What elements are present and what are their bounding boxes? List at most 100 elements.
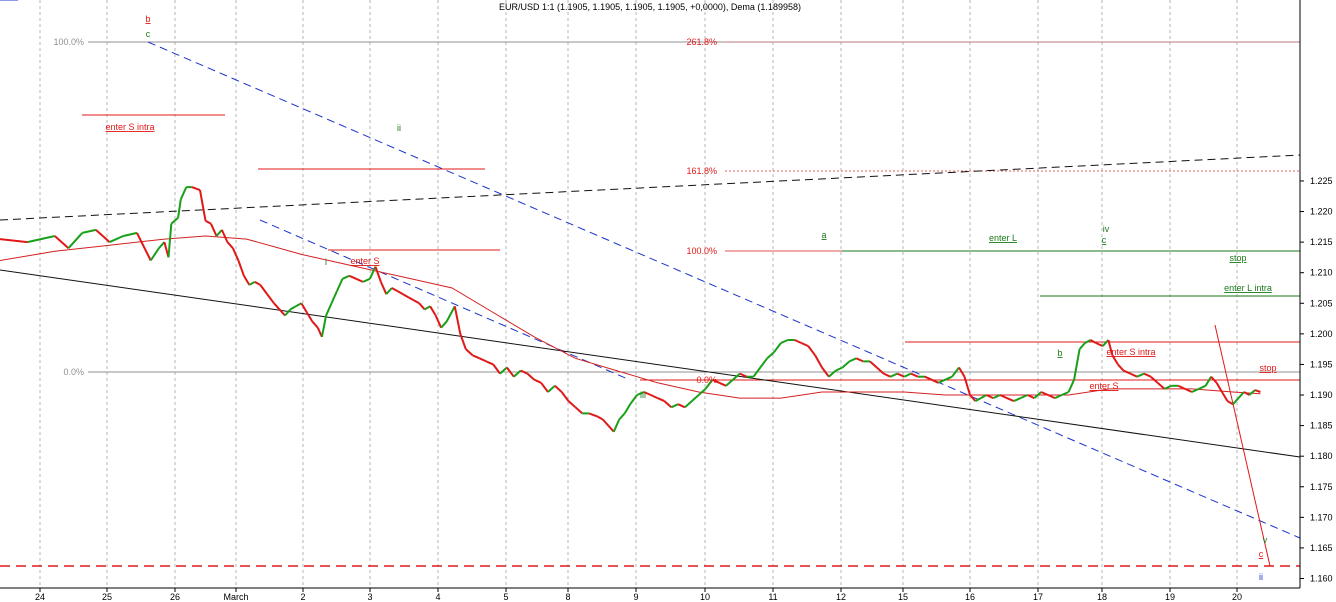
price-segment [759,357,769,369]
price-segment [1040,391,1049,396]
dema-line [0,235,1261,399]
price-segment [336,278,344,292]
price-segment [876,366,885,375]
price-segment [215,229,223,237]
price-segment [567,400,577,409]
price-segment [295,302,302,308]
price-segment [311,320,319,329]
price-segment [1013,397,1022,403]
price-segment [300,302,308,314]
price-segment [533,378,542,384]
wave-label-ii: ii [397,123,401,133]
price-segment [540,382,549,393]
price-segment [402,293,409,299]
price-tick-label: 1.160 [1310,574,1333,584]
price-segment [663,400,672,409]
price-segment [841,360,851,369]
price-segment [821,366,830,378]
price-segment [924,375,933,381]
price-segment [752,366,762,378]
date-tick-label: 25 [102,592,112,602]
price-segment [1191,387,1200,393]
price-segment [424,305,431,311]
price-segment [342,274,350,280]
price-segment [698,388,707,396]
date-tick-label: 3 [367,592,372,602]
price-segment [903,372,912,378]
price-segment [944,375,953,381]
price-segment [362,277,371,283]
price-tick-label: 1.180 [1310,451,1333,461]
price-segment [684,400,693,409]
price-segment [711,378,720,384]
price-tick-label: 1.220 [1310,207,1333,217]
price-segment [602,418,610,427]
price-segment [1095,342,1104,348]
price-segment [81,228,97,234]
wave-label-a: a [821,230,826,240]
wave-label-b-low: b [1057,348,1062,358]
date-tick-label: 11 [768,592,777,602]
price-segment [1054,394,1063,400]
price-segment [1221,391,1229,402]
date-tick-label: 26 [170,592,180,602]
chart-title: EUR/USD 1:1 (1.1905, 1.1905, 1.1905, 1.1… [499,2,801,12]
price-segment [355,277,364,283]
price-segment [1164,384,1172,390]
trendline-blue-lower [259,219,631,381]
trade-levels [82,114,1300,567]
wave-label-iv: iv [1103,224,1110,234]
price-segment [869,360,878,369]
label-enter-s-intra-left: enter S intra [105,122,154,132]
price-segment [828,369,837,378]
label-stop-bottom: stop [1259,363,1276,373]
price-segment [513,369,522,378]
price-segment [1111,354,1119,365]
price-segment [1136,372,1145,378]
price-segment [807,345,816,356]
price-segment [1232,397,1240,405]
price-segment [794,339,802,344]
price-tick-label: 1.205 [1310,298,1333,308]
price-segment [1047,394,1056,400]
price-segment [520,369,528,375]
price-segment [1156,382,1166,390]
price-segment [325,302,333,316]
date-tick-label: 17 [1033,592,1043,602]
price-segment [413,299,420,305]
date-tick-label: 12 [836,592,846,602]
label-enter-l-intra: enter L intra [1224,283,1272,293]
grid [39,0,1238,588]
price-segment [554,385,563,393]
price-segment [1020,394,1028,400]
price-segment [492,363,501,375]
price-segment [1102,339,1110,347]
price-tick-label: 1.200 [1310,329,1333,339]
trendline-black-upper [0,154,1301,221]
fib-label-261: 261.8% [686,37,717,47]
price-segment [677,403,686,409]
price-segment [1243,391,1250,396]
price-tick-label: 1.170 [1310,512,1333,522]
price-segment [479,357,487,363]
price-segment [629,394,638,405]
price-segment [1177,384,1186,390]
price-segment [992,394,1001,400]
price-segment [67,232,83,249]
price-tick-label: 1.195 [1310,359,1333,369]
date-tick-label: 24 [35,592,45,602]
price-segment [0,238,28,244]
price-segment [237,260,245,277]
price-segment [330,290,338,304]
wave-label-c-top: c [146,29,151,39]
price-segment [1227,400,1234,406]
date-axis-ticks: 24 25 26 March 2 3 4 5 8 9 10 11 12 15 16 17 18 19 20 [35,588,1242,602]
price-tick-label: 1.175 [1310,482,1333,492]
trade-labels: enter S intra enter S enter L stop enter… [105,122,1276,391]
price-segment [167,223,173,258]
price-segment [1067,379,1076,393]
price-segment [170,216,179,225]
projection-line [1214,324,1271,567]
price-segment [226,241,234,249]
fib-label-161: 161.8% [686,166,717,176]
